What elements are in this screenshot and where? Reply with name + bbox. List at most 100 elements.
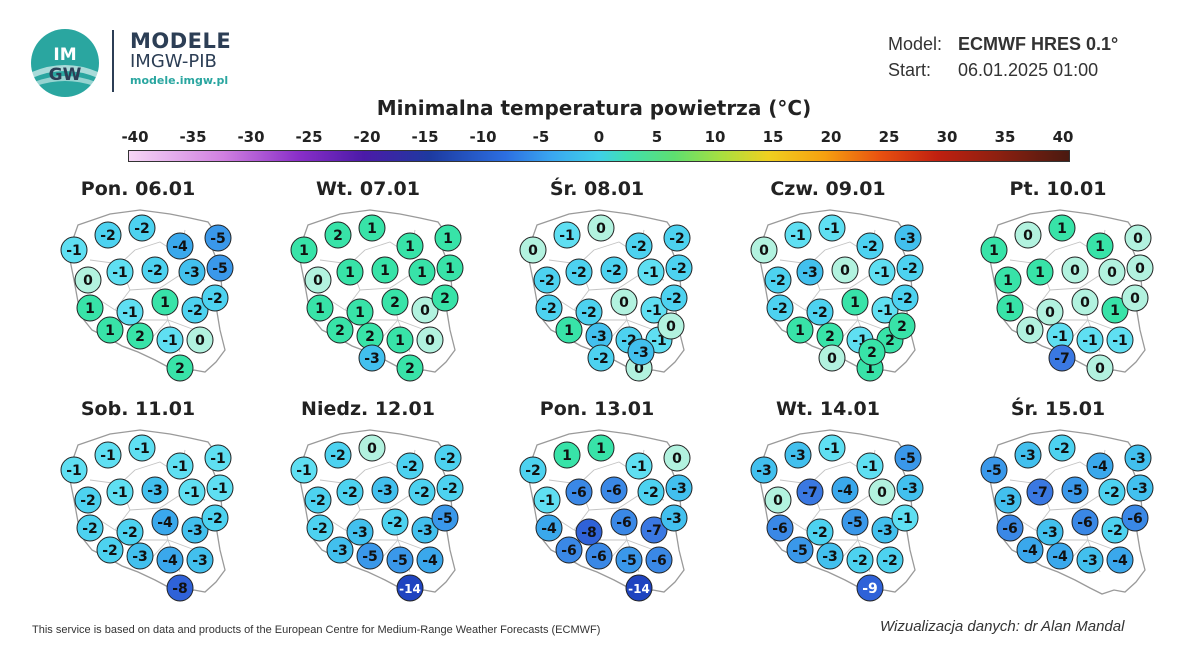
temperature-value: -5 xyxy=(392,553,408,569)
temperature-value: -1 xyxy=(172,459,188,475)
temperature-value: -2 xyxy=(330,448,346,464)
temperature-value: 0 xyxy=(1045,305,1055,321)
temperature-marker: -2 xyxy=(74,486,102,514)
temperature-marker: -1 xyxy=(206,474,234,502)
temperature-value: -6 xyxy=(772,521,788,537)
temperature-marker: -3 xyxy=(894,224,922,252)
start-label: Start: xyxy=(888,60,932,80)
temperature-marker: -1 xyxy=(106,258,134,286)
temperature-marker: -1 xyxy=(60,236,88,264)
temperature-value: 0 xyxy=(425,333,435,349)
temperature-value: 2 xyxy=(885,333,895,349)
poland-map: -1 -1-1 -1-1-1-2 -1 -3 -1-2 -2-4 -3-2-2 -3 -4 -3-8 xyxy=(60,429,234,602)
temperature-marker: -2 xyxy=(856,232,884,260)
temperature-marker: 1 xyxy=(346,298,374,326)
scale-tick: -15 xyxy=(411,128,439,146)
temperature-value: -2 xyxy=(902,261,918,277)
temperature-marker: -3 xyxy=(126,542,154,570)
temperature-marker: 1 xyxy=(436,254,464,282)
temperature-value: -4 xyxy=(1112,553,1128,569)
temperature-value: -1 xyxy=(631,459,647,475)
temperature-marker: 1 xyxy=(587,434,615,462)
temperature-value: -2 xyxy=(772,301,788,317)
temperature-value: -2 xyxy=(571,265,587,281)
temperature-value: 1 xyxy=(865,361,875,377)
temperature-value: -5 xyxy=(986,463,1002,479)
temperature-marker: 1 xyxy=(786,316,814,344)
temperature-marker: 2 xyxy=(431,284,459,312)
temperature-marker: 2 xyxy=(858,338,886,366)
temperature-marker: -3 xyxy=(871,516,899,544)
temperature-marker: -1 xyxy=(1046,322,1074,350)
temperature-value: 0 xyxy=(773,493,783,509)
temperature-marker: -2 xyxy=(535,294,563,322)
temperature-marker: 2 xyxy=(166,354,194,382)
temperature-marker: -2 xyxy=(141,256,169,284)
temperature-value: -2 xyxy=(882,553,898,569)
temperature-value: -1 xyxy=(1082,333,1098,349)
poland-map: 1 1-1 0-2-3-1 -6 -6 -2-4 -8-6 -7-3-6 -6 -5 -6-14 xyxy=(519,429,693,602)
brand-block: MODELE IMGW-PIB modele.imgw.pl xyxy=(112,30,231,92)
temperature-value: -1 xyxy=(646,303,662,319)
temperature-marker: 0 xyxy=(411,296,439,324)
temperature-value: 2 xyxy=(825,329,835,345)
temperature-value: -7 xyxy=(1032,485,1048,501)
scale-tick: -20 xyxy=(353,128,381,146)
temperature-marker: -3 xyxy=(816,542,844,570)
temperature-marker: -8 xyxy=(575,518,603,546)
temperature-value: -6 xyxy=(606,483,622,499)
temperature-value: -2 xyxy=(666,291,682,307)
temperature-marker: 0 xyxy=(1061,256,1089,284)
temperature-marker: 1 xyxy=(1086,232,1114,260)
temperature-value: -4 xyxy=(162,553,178,569)
temperature-marker: -1 xyxy=(178,478,206,506)
temperature-marker: -3 xyxy=(411,516,439,544)
temperature-marker: -1 xyxy=(871,296,899,324)
scale-tick: -40 xyxy=(121,128,149,146)
temperature-marker: -1 xyxy=(533,486,561,514)
temperature-value: 1 xyxy=(160,295,170,311)
temperature-value: 0 xyxy=(195,333,205,349)
temperature-value: -5 xyxy=(212,261,228,277)
day-label: Sob. 11.01 xyxy=(80,398,196,420)
scale-tick: 40 xyxy=(1052,128,1074,146)
temperature-marker: 1 xyxy=(306,294,334,322)
temperature-marker: -2 xyxy=(625,232,653,260)
temperature-marker: -3 xyxy=(784,441,812,469)
temperature-marker: -5 xyxy=(980,456,1008,484)
forecast-day-panel: Pon. 06.01 -2 -2 -4 -5 -1 -5 0 -1 -2 -3 1 -1 1 -2 -2 1 2-… xyxy=(38,178,238,388)
temperature-value: -3 xyxy=(147,483,163,499)
temperature-value: -3 xyxy=(352,525,368,541)
day-label: Czw. 09.01 xyxy=(770,178,886,200)
temperature-marker: -2 xyxy=(806,298,834,326)
temperature-value: 0 xyxy=(313,273,323,289)
temperature-marker: 0 xyxy=(831,256,859,284)
temperature-value: -3 xyxy=(802,265,818,281)
temperature-marker: 1 xyxy=(434,224,462,252)
temperature-value: -2 xyxy=(342,485,358,501)
temperature-value: -4 xyxy=(172,239,188,255)
temperature-value: -2 xyxy=(643,485,659,501)
temperature-value: -3 xyxy=(633,345,649,361)
temperature-marker: -1 xyxy=(204,444,232,472)
temperature-marker: -1 xyxy=(818,214,846,242)
temperature-marker: -6 xyxy=(610,508,638,536)
temperature-value: -2 xyxy=(1107,523,1123,539)
temperature-marker: 2 xyxy=(396,354,424,382)
temperature-marker: -2 xyxy=(396,452,424,480)
temperature-value: 1 xyxy=(596,441,606,457)
temperature-value: -8 xyxy=(172,581,188,597)
temperature-marker: -2 xyxy=(181,296,209,324)
temperature-value: -6 xyxy=(561,543,577,559)
temperature-value: -3 xyxy=(877,523,893,539)
temperature-value: 0 xyxy=(877,485,887,501)
temperature-value: -6 xyxy=(591,549,607,565)
temperature-marker: -1 xyxy=(1106,326,1134,354)
brand-url[interactable]: modele.imgw.pl xyxy=(130,74,229,87)
temperature-value: -5 xyxy=(362,549,378,565)
temperature-value: 0 xyxy=(1080,295,1090,311)
day-label: Pon. 06.01 xyxy=(80,178,196,200)
scale-tick: 30 xyxy=(936,128,958,146)
temperature-value: -2 xyxy=(593,351,609,367)
temperature-marker: 0 xyxy=(186,326,214,354)
